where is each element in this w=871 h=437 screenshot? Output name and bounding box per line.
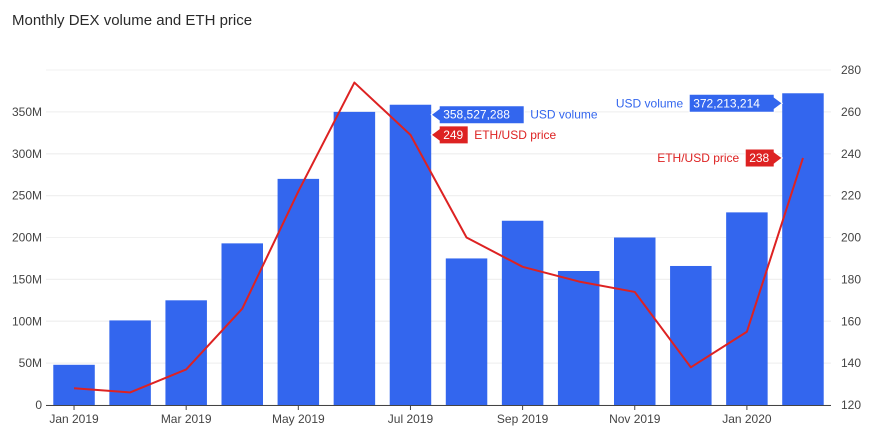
y-right-tick-label: 240 [841,147,861,161]
bar [389,104,432,405]
y-right-tick-label: 140 [841,356,861,370]
y-left-tick-label: 100M [12,314,42,328]
bar [614,237,656,405]
bar [726,212,768,405]
hover-label-value: 249 [443,128,463,142]
y-left-tick-label: 150M [12,272,42,286]
y-left-tick-label: 50M [19,356,42,370]
y-left-tick-label: 200M [12,231,42,245]
y-left-tick-label: 300M [12,147,42,161]
hover-label-name: ETH/USD price [657,151,739,165]
bar [53,364,95,405]
axis-layer: Jan 2019 Mar 2019 May 2019 Jul 2019 Sep 2019… [12,63,861,426]
y-right-tick-label: 280 [841,63,861,77]
bar-series [53,93,824,406]
hover-label-value: 372,213,214 [693,96,760,110]
hover-label: 372,213,214 USD volume [616,93,784,113]
y-right-tick-label: 220 [841,189,861,203]
hover-label: 358,527,288 USD volume [430,105,598,125]
y-right-tick-label: 200 [841,231,861,245]
bar [165,300,207,405]
x-tick-label: Sep 2019 [497,412,549,426]
hover-label-box [430,105,525,125]
bar [670,265,712,405]
y-left-tick-label: 0 [35,398,42,412]
bar [277,178,320,405]
hover-label-box [430,125,469,145]
y-right-tick-label: 180 [841,272,861,286]
hover-label: 238 ETH/USD price [657,148,784,168]
hover-label-value: 238 [749,151,769,165]
y-left-tick-label: 250M [12,189,42,203]
x-tick-label: Nov 2019 [609,412,661,426]
hover-label-box [744,148,784,168]
bar [501,220,544,405]
annotation-layer: 358,527,288 USD volume 249 ETH/USD price 372… [430,93,784,168]
x-tick-label: Jan 2019 [49,412,99,426]
hover-label-value: 358,527,288 [443,108,510,122]
x-tick-label: May 2019 [272,412,325,426]
bar [557,271,600,405]
y-right-tick-label: 260 [841,105,861,119]
bar [445,258,488,405]
bar [333,111,376,405]
y-right-tick-label: 120 [841,398,861,412]
hover-label-name: USD volume [530,108,598,122]
line-series [73,81,804,394]
bar [782,93,824,406]
x-tick-label: Jul 2019 [388,412,434,426]
hover-label-box [688,93,784,113]
x-tick-label: Mar 2019 [161,412,212,426]
chart-title: Monthly DEX volume and ETH price [12,12,253,29]
price-line [73,81,804,394]
hover-label: 249 ETH/USD price [430,125,557,145]
y-left-tick-label: 350M [12,105,42,119]
hover-label-name: USD volume [616,96,684,110]
hover-label-name: ETH/USD price [474,128,556,142]
y-right-tick-label: 160 [841,314,861,328]
x-tick-label: Jan 2020 [722,412,772,426]
